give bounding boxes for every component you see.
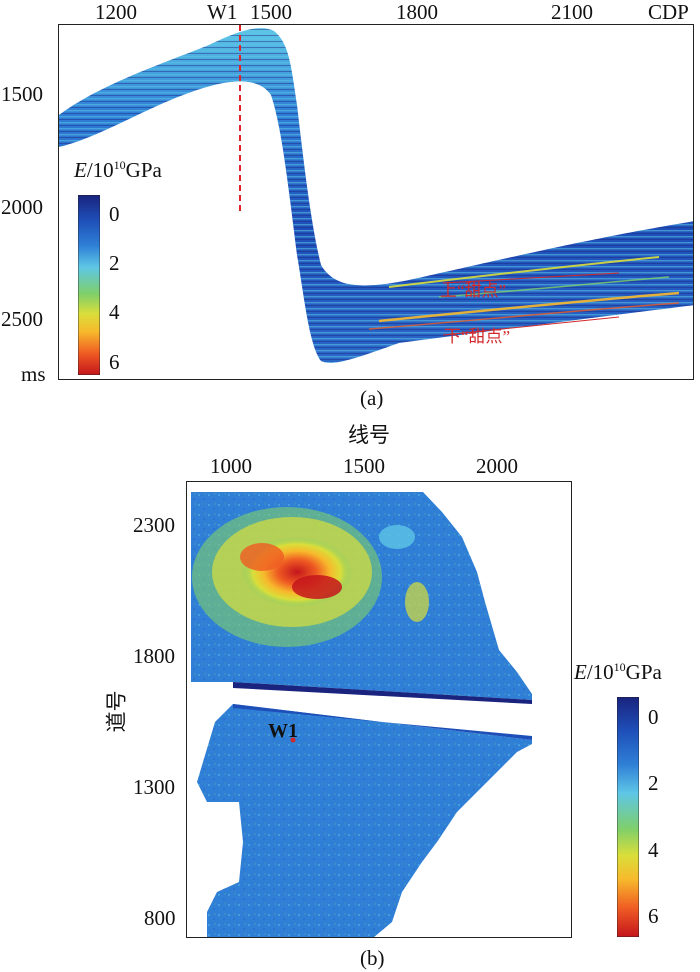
sweet-spot-lower-line <box>442 316 620 336</box>
sweet-spot-reflector <box>368 302 680 330</box>
colorbar-gradient <box>617 697 639 937</box>
well-label-map: W1 <box>268 720 298 742</box>
caption-b: (b) <box>360 946 385 970</box>
x-tick-label: 1000 <box>210 454 252 478</box>
y-axis-unit: ms <box>21 362 46 386</box>
y-tick-label: 1500 <box>1 82 43 106</box>
x-tick-label: 1800 <box>396 0 438 24</box>
x-tick-label: 1500 <box>250 0 292 24</box>
y-tick-label: 800 <box>144 906 176 930</box>
anomaly-halo <box>379 525 415 549</box>
x-tick-label: 2000 <box>476 454 518 478</box>
colorbar-tick: 0 <box>109 202 120 226</box>
colorbar-tick: 4 <box>648 838 659 862</box>
x-tick-label: 1500 <box>343 454 385 478</box>
x-tick-label: 1200 <box>95 0 137 24</box>
colorbar-b <box>617 697 639 937</box>
x-axis-title: 线号 <box>348 423 390 447</box>
survey-texture-south <box>197 704 532 937</box>
elastic-modulus-map <box>186 481 572 938</box>
gap-edge <box>233 704 532 740</box>
sweet-spot-reflector <box>378 291 680 323</box>
colorbar-title: E/1010GPa <box>574 660 662 684</box>
sweet-spot-reflector <box>388 256 660 288</box>
x-tick-label: 2100 <box>551 0 593 24</box>
colorbar-tick: 6 <box>109 350 120 374</box>
well-w1-marker <box>290 737 296 743</box>
well-label-top: W1 <box>207 0 238 24</box>
gap-edge <box>233 682 532 704</box>
colorbar-tick: 2 <box>109 251 120 275</box>
high-modulus-hotspot <box>292 575 342 599</box>
colorbar-tick: 4 <box>109 300 120 324</box>
y-tick-label: 2000 <box>1 195 43 219</box>
colorbar-title: E/1010GPa <box>74 158 162 182</box>
caption-a: (a) <box>360 386 384 410</box>
colorbar-tick: 2 <box>648 771 659 795</box>
high-modulus-hotspot <box>240 543 284 571</box>
y-tick-label: 1800 <box>133 644 175 668</box>
colorbar-gradient <box>78 195 100 375</box>
y-tick-label: 2300 <box>133 513 175 537</box>
annotation-lower-sweet-spot: 下“甜点” <box>444 327 511 346</box>
sweet-spot-reflector <box>438 276 670 298</box>
colorbar-a <box>78 195 100 375</box>
y-tick-label: 1300 <box>133 775 175 799</box>
seismic-section-image <box>59 25 693 363</box>
map-image <box>191 492 532 937</box>
annotation-upper-sweet-spot: 上“甜点” <box>440 281 507 300</box>
y-axis-title: 道号 <box>104 690 129 733</box>
x-axis-unit: CDP <box>648 0 689 24</box>
anomaly-halo <box>405 582 429 622</box>
sweet-spot-upper-line <box>442 272 620 284</box>
colorbar-tick: 6 <box>648 904 659 928</box>
strata-texture <box>59 28 693 363</box>
colorbar-tick: 0 <box>648 705 659 729</box>
seismic-section-plot <box>58 24 694 380</box>
y-tick-label: 2500 <box>1 307 43 331</box>
